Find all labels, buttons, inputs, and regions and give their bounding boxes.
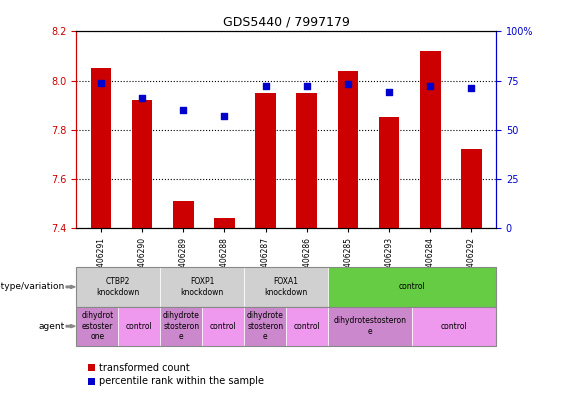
Bar [90, 68, 111, 228]
Text: FOXA1
knockdown: FOXA1 knockdown [264, 277, 308, 297]
Text: control: control [126, 322, 153, 331]
Point [467, 85, 476, 92]
Bar [297, 93, 317, 228]
Point [179, 107, 188, 113]
Point [261, 83, 270, 90]
Bar [338, 71, 358, 228]
Text: control: control [441, 322, 467, 331]
Bar [461, 149, 482, 228]
Bar [173, 201, 194, 228]
Point [220, 113, 229, 119]
Text: FOXP1
knockdown: FOXP1 knockdown [181, 277, 224, 297]
Text: percentile rank within the sample: percentile rank within the sample [99, 376, 264, 386]
Text: genotype/variation: genotype/variation [0, 283, 65, 291]
Bar [214, 218, 234, 228]
Text: dihydrote
stosteron
e: dihydrote stosteron e [247, 311, 284, 341]
Text: control: control [294, 322, 320, 331]
Text: CTBP2
knockdown: CTBP2 knockdown [97, 277, 140, 297]
Point [344, 81, 353, 88]
Point [302, 83, 311, 90]
Text: transformed count: transformed count [99, 363, 190, 373]
Text: dihydrot
estoster
one: dihydrot estoster one [81, 311, 114, 341]
Point [97, 79, 106, 86]
Bar [132, 100, 153, 228]
Title: GDS5440 / 7997179: GDS5440 / 7997179 [223, 16, 350, 29]
Point [138, 95, 147, 101]
Text: control: control [210, 322, 237, 331]
Bar [420, 51, 441, 228]
Bar [379, 118, 399, 228]
Text: dihydrotestosteron
e: dihydrotestosteron e [333, 316, 407, 336]
Bar [255, 93, 276, 228]
Text: control: control [399, 283, 425, 291]
Text: agent: agent [39, 322, 65, 331]
Point [425, 83, 434, 90]
Text: dihydrote
stosteron
e: dihydrote stosteron e [163, 311, 199, 341]
Point [385, 89, 394, 95]
